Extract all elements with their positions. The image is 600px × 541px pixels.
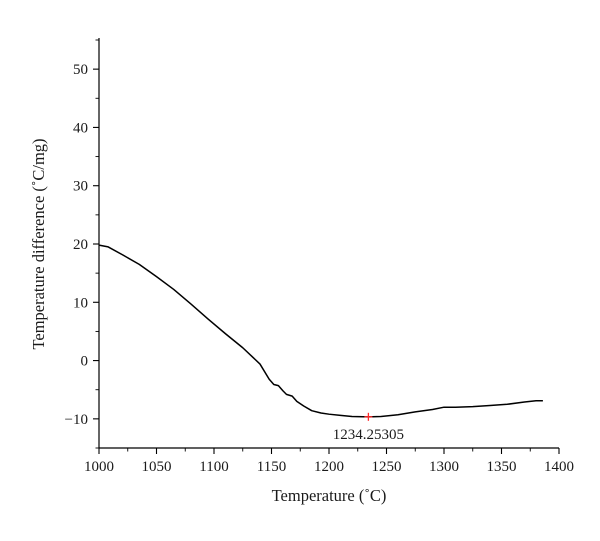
x-tick-label: 1100: [199, 459, 228, 475]
x-axis-title: Temperature (˚C): [272, 486, 387, 505]
ticks: 1000 1050 1100 1150 1200 1250 1300 1350 1400−100…: [65, 39, 574, 475]
y-tick-label: 50: [73, 62, 88, 78]
annotation-layer: 1234.25305: [333, 412, 404, 443]
y-tick-label: 10: [73, 295, 88, 311]
x-tick-label: 1350: [487, 459, 517, 475]
y-tick-label: 20: [73, 237, 88, 253]
y-axis-title: Temperature difference (˚C/mg): [29, 138, 48, 349]
x-tick-label: 1050: [142, 459, 172, 475]
x-tick-label: 1150: [257, 459, 286, 475]
y-tick-label: −10: [65, 412, 88, 428]
x-tick-label: 1300: [429, 459, 459, 475]
y-tick-label: 40: [73, 120, 88, 136]
axes: [98, 38, 559, 449]
y-tick-label: 0: [81, 354, 89, 370]
y-tick-label: 30: [73, 179, 88, 195]
series-layer: [98, 244, 543, 418]
x-tick-label: 1000: [84, 459, 114, 475]
x-tick-label: 1200: [314, 459, 344, 475]
min-point-label: 1234.25305: [333, 427, 404, 443]
x-tick-label: 1250: [372, 459, 402, 475]
min-point-marker: [364, 412, 373, 421]
series-line: [98, 244, 543, 418]
x-tick-label: 1400: [544, 459, 574, 475]
